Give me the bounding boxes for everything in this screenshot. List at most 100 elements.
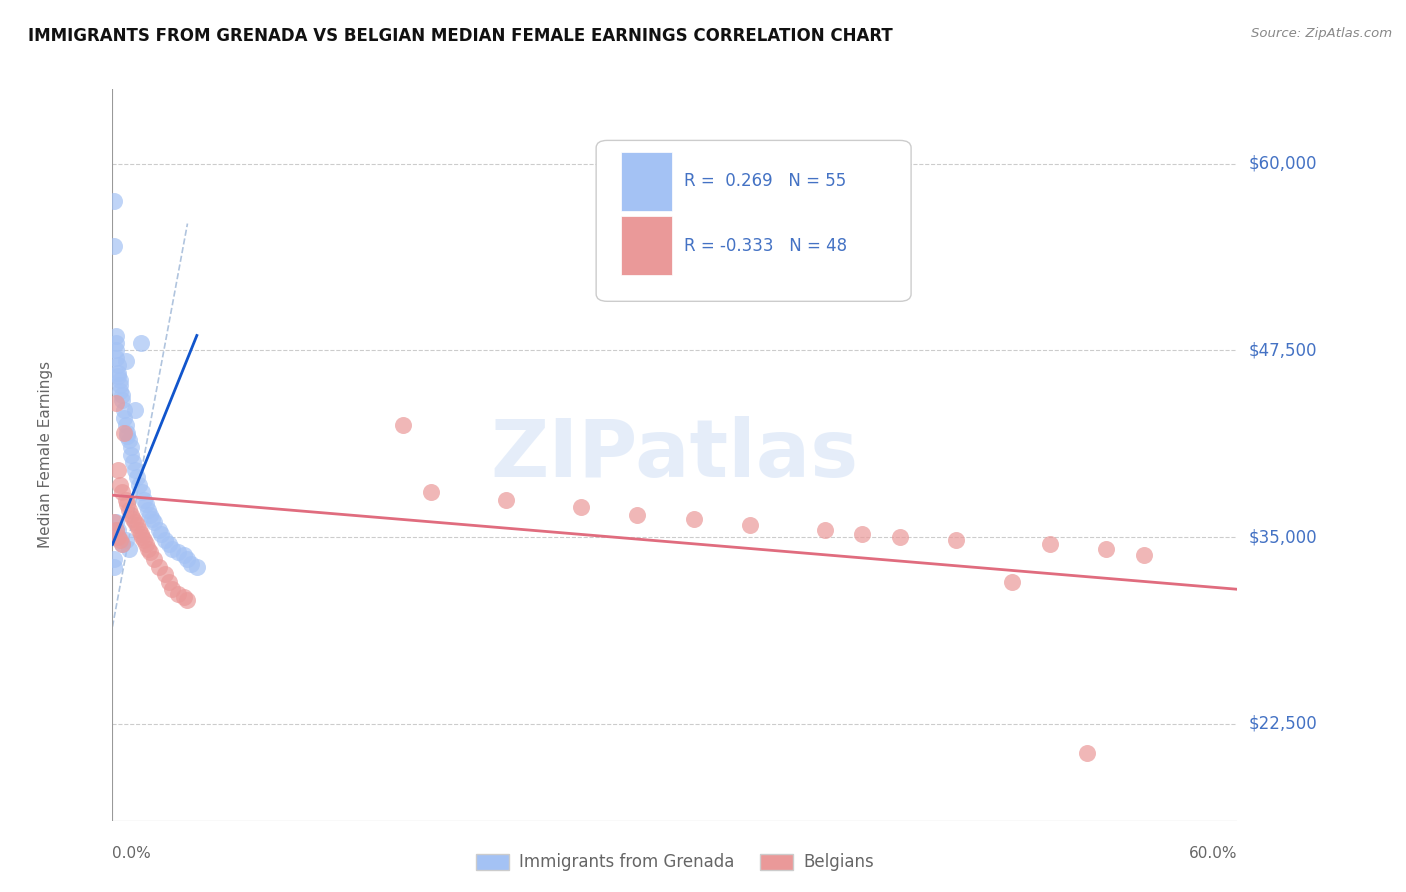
Point <box>129 335 152 350</box>
Text: $22,500: $22,500 <box>1249 714 1317 732</box>
Point <box>167 587 190 601</box>
Point <box>626 508 648 522</box>
Text: R = -0.333   N = 48: R = -0.333 N = 48 <box>683 236 846 255</box>
Point <box>162 541 184 556</box>
Point <box>1001 574 1024 589</box>
Point <box>118 541 141 556</box>
Point <box>125 470 148 484</box>
Point <box>111 388 134 402</box>
Point <box>111 392 134 407</box>
Text: ZIPatlas: ZIPatlas <box>491 416 859 494</box>
Point <box>118 503 141 517</box>
Point <box>112 403 135 417</box>
Point <box>103 515 125 529</box>
Point <box>136 541 159 556</box>
Point <box>105 395 128 409</box>
Point <box>141 512 163 526</box>
Point <box>131 485 153 500</box>
Point <box>148 560 170 574</box>
Point <box>105 343 128 358</box>
Point <box>108 377 131 392</box>
Text: R =  0.269   N = 55: R = 0.269 N = 55 <box>683 172 846 190</box>
Text: 60.0%: 60.0% <box>1189 846 1237 861</box>
Text: Source: ZipAtlas.com: Source: ZipAtlas.com <box>1251 27 1392 40</box>
Point <box>105 523 128 537</box>
Point <box>120 448 142 462</box>
Point <box>186 560 208 574</box>
Point <box>173 590 195 604</box>
Point <box>945 533 967 547</box>
Point <box>114 354 136 368</box>
Point <box>128 477 150 491</box>
Point <box>122 455 145 469</box>
Point <box>105 523 128 537</box>
Point <box>117 428 139 442</box>
Point <box>107 463 129 477</box>
Text: Median Female Earnings: Median Female Earnings <box>38 361 53 549</box>
Point <box>124 515 146 529</box>
Point <box>162 582 184 597</box>
Point <box>108 477 131 491</box>
Point <box>134 533 156 547</box>
Point <box>112 425 135 440</box>
Point <box>135 497 157 511</box>
Text: $60,000: $60,000 <box>1249 155 1317 173</box>
Text: 0.0%: 0.0% <box>112 846 152 861</box>
Point <box>148 523 170 537</box>
Point <box>682 512 704 526</box>
Point <box>167 545 190 559</box>
Point <box>105 335 128 350</box>
Point <box>112 410 135 425</box>
Point <box>1132 548 1154 562</box>
Point <box>129 527 152 541</box>
Point <box>176 592 198 607</box>
Point <box>814 523 837 537</box>
Point <box>153 533 176 547</box>
Point <box>851 527 873 541</box>
Text: $35,000: $35,000 <box>1249 528 1317 546</box>
Point <box>495 492 517 507</box>
Point <box>150 527 173 541</box>
Point <box>103 560 125 574</box>
Point <box>111 485 134 500</box>
Point <box>125 518 148 533</box>
Point <box>122 512 145 526</box>
FancyBboxPatch shape <box>596 140 911 301</box>
Point <box>1039 537 1062 551</box>
Text: $47,500: $47,500 <box>1249 342 1317 359</box>
Point <box>120 441 142 455</box>
Point <box>105 515 128 529</box>
Point <box>1095 541 1118 556</box>
Point <box>107 368 129 383</box>
Point <box>107 530 129 544</box>
Point <box>420 485 443 500</box>
Point <box>569 500 592 515</box>
Point <box>107 523 129 537</box>
Point <box>139 545 162 559</box>
Point <box>180 557 202 571</box>
Point <box>103 194 125 209</box>
Point <box>118 433 141 447</box>
Point <box>134 492 156 507</box>
Point <box>1076 747 1098 761</box>
Point <box>114 492 136 507</box>
Point <box>889 530 911 544</box>
Point <box>103 552 125 566</box>
Point <box>108 373 131 387</box>
Point <box>392 418 415 433</box>
Point <box>142 552 165 566</box>
Point <box>139 508 162 522</box>
Point <box>107 530 129 544</box>
Point <box>120 508 142 522</box>
FancyBboxPatch shape <box>621 153 672 211</box>
Legend: Immigrants from Grenada, Belgians: Immigrants from Grenada, Belgians <box>470 847 880 878</box>
Point <box>173 548 195 562</box>
Point <box>124 403 146 417</box>
Point <box>111 537 134 551</box>
Point <box>176 552 198 566</box>
Point <box>124 463 146 477</box>
Point <box>142 515 165 529</box>
Text: IMMIGRANTS FROM GRENADA VS BELGIAN MEDIAN FEMALE EARNINGS CORRELATION CHART: IMMIGRANTS FROM GRENADA VS BELGIAN MEDIA… <box>28 27 893 45</box>
Point <box>738 518 761 533</box>
Point <box>105 351 128 365</box>
